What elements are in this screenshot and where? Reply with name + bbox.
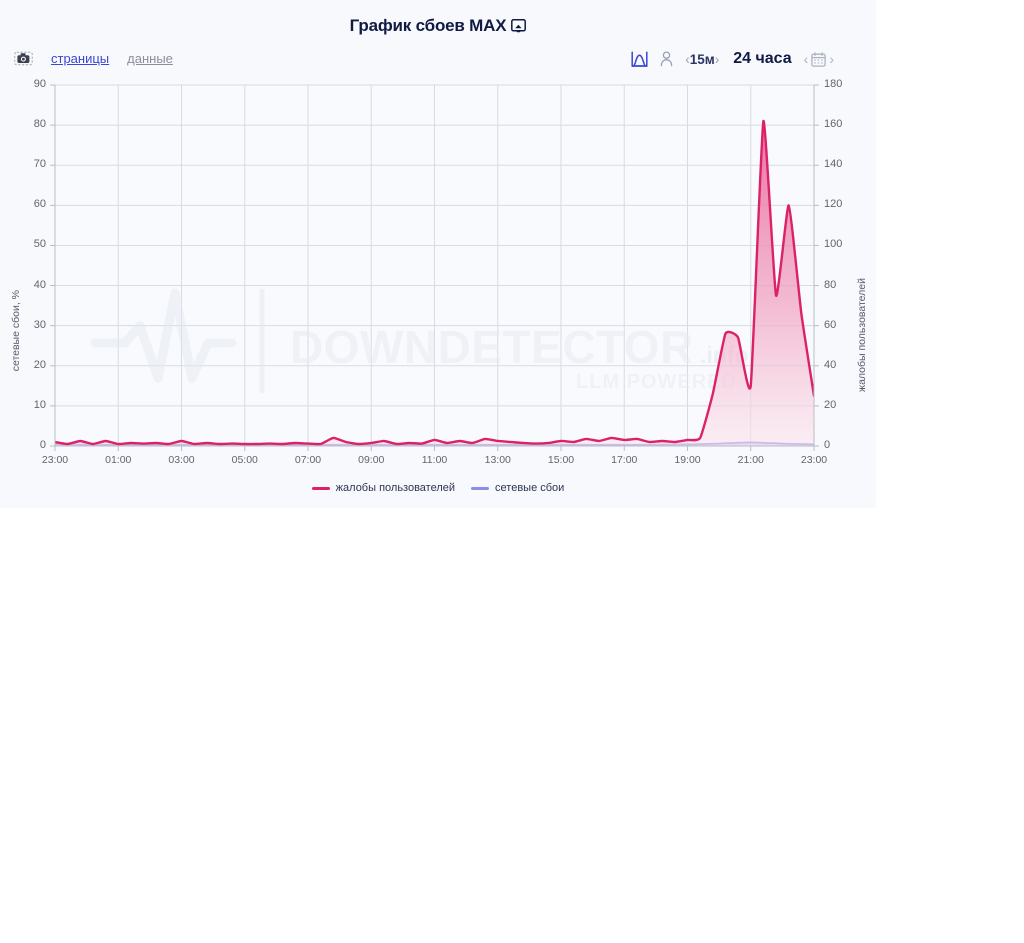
toolbar-left: страницы данные [14, 46, 173, 70]
interval-label: 15м [689, 51, 715, 67]
toolbar-link-data[interactable]: данные [127, 50, 173, 66]
x-tick: 13:00 [484, 454, 511, 466]
x-tick: 17:00 [611, 454, 638, 466]
y-tick-left: 50 [33, 238, 46, 251]
y-tick-left: 60 [33, 198, 46, 211]
svg-text:DOWNDETECTOR: DOWNDETECTOR [290, 321, 694, 373]
y-tick-left: 0 [39, 439, 46, 451]
y-tick-right: 80 [824, 278, 837, 291]
y-tick-left: 40 [33, 278, 46, 291]
y-tick-right: 20 [824, 398, 837, 411]
camera-icon[interactable] [14, 50, 33, 66]
toolbar: страницы данные ‹15м› 24 часа ‹ › [0, 46, 876, 74]
calendar-icon[interactable] [811, 51, 827, 67]
x-tick: 21:00 [737, 454, 764, 466]
x-tick: 09:00 [358, 454, 385, 466]
date-next-chevron-icon[interactable]: › [829, 51, 834, 67]
toolbar-right: ‹15м› 24 часа ‹ › [631, 46, 834, 72]
y-tick-right: 140 [824, 158, 843, 171]
x-tick: 01:00 [105, 454, 132, 466]
chart-legend: жалобы пользователей сетевые сбои [0, 482, 876, 494]
y-tick-right: 160 [824, 118, 843, 131]
legend-item-complaints[interactable]: жалобы пользователей [311, 482, 456, 494]
y-tick-left: 70 [33, 158, 46, 171]
x-tick: 07:00 [294, 454, 322, 466]
page-title-text: График сбоев MAX [349, 16, 507, 35]
x-tick: 05:00 [231, 454, 258, 466]
y-tick-left: 10 [33, 398, 46, 411]
x-tick: 23:00 [41, 454, 69, 466]
y-tick-right: 100 [824, 238, 843, 251]
chart-canvas: DOWNDETECTOR.infoLLM POWERED [50, 84, 819, 451]
legend-label-network: сетевые сбои [495, 482, 565, 494]
x-tick: 11:00 [421, 454, 448, 466]
y-tick-right: 120 [824, 198, 843, 211]
x-tick: 23:00 [800, 454, 828, 466]
interval-next-chevron-icon[interactable]: › [714, 51, 720, 67]
legend-swatch-network [471, 486, 490, 490]
svg-text:LLM POWERED: LLM POWERED [576, 371, 737, 393]
toolbar-link-pages[interactable]: страницы [51, 50, 110, 66]
y-tick-right: 0 [824, 439, 831, 451]
y-tick-left: 90 [33, 78, 46, 90]
y-tick-left: 80 [33, 118, 46, 131]
date-navigator: ‹ › [804, 51, 834, 67]
series-group [55, 119, 814, 446]
y-tick-left: 30 [33, 318, 46, 331]
person-icon[interactable] [660, 51, 673, 67]
chart-area-icon[interactable] [631, 50, 648, 68]
axis-frame [50, 84, 819, 451]
legend-label-complaints: жалобы пользователей [335, 482, 456, 494]
monitor-icon [511, 18, 527, 38]
legend-item-network[interactable]: сетевые сбои [471, 482, 564, 494]
x-tick: 03:00 [168, 454, 195, 466]
page-title: График сбоев MAX [0, 16, 876, 38]
legend-swatch-complaints [311, 486, 330, 490]
x-tick: 15:00 [547, 454, 575, 466]
interval-selector[interactable]: ‹15м› [685, 52, 719, 67]
plot-area: сетевые сбои, % жалобы пользователей DOW… [0, 78, 876, 508]
range-label: 24 часа [733, 50, 792, 67]
y-tick-right: 40 [824, 358, 837, 371]
y-tick-left: 20 [33, 358, 46, 371]
date-prev-chevron-icon[interactable]: ‹ [803, 51, 809, 67]
interval-prev-chevron-icon[interactable]: ‹ [685, 51, 690, 67]
y-tick-right: 180 [824, 78, 843, 90]
chart-panel: График сбоев MAX страницы данные ‹15м› 2… [0, 0, 876, 508]
y-tick-right: 60 [824, 318, 837, 331]
x-tick: 19:00 [674, 454, 701, 466]
